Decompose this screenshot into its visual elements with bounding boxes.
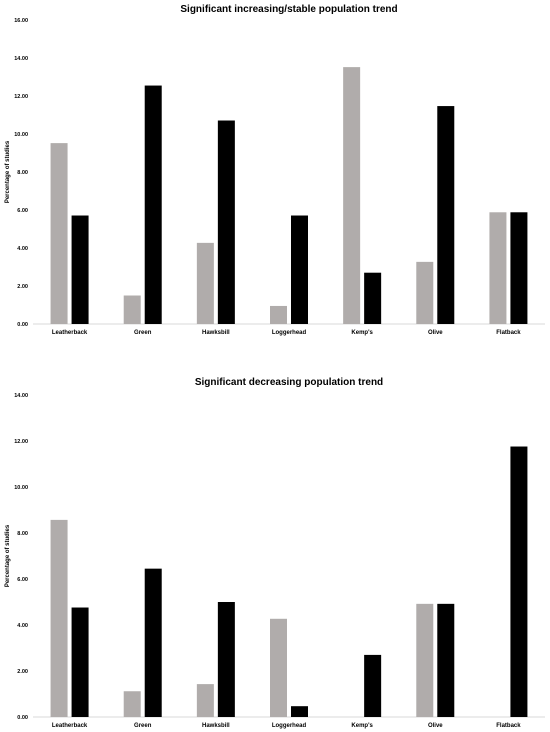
bar-series-1-leatherback [50,143,68,324]
bar-series-1-leatherback [50,519,68,717]
x-category-label: Loggerhead [272,723,307,729]
bar-series-1-loggerhead [270,618,287,717]
bar-series-1-loggerhead [270,305,287,324]
bar-series-2-flatback [510,446,528,717]
bar-series-2-olive [437,603,455,717]
chart-title: Significant increasing/stable population… [180,4,397,15]
y-tick-label: 0.00 [17,322,28,328]
y-tick-label: 2.00 [17,284,28,290]
bar-series-2-kemps [364,272,382,324]
y-tick-label: 14.00 [14,393,28,399]
x-category-label: Loggerhead [272,330,307,336]
y-tick-label: 2.00 [17,669,28,675]
bar-series-1-kemps [343,67,361,325]
x-category-label: Flatback [496,723,521,729]
y-tick-label: 8.00 [17,170,28,176]
bar-series-2-hawksbill [217,602,235,717]
y-tick-label: 14.00 [14,56,28,62]
x-category-label: Hawksbill [202,330,230,336]
x-category-label: Green [134,723,152,729]
bar-series-1-hawksbill [196,684,214,717]
y-tick-label: 6.00 [17,577,28,583]
y-axis-label: Percentage of studies [5,140,11,203]
x-category-label: Kemp's [351,723,373,729]
y-tick-label: 4.00 [17,623,28,629]
y-tick-label: 8.00 [17,531,28,537]
bar-series-1-flatback [489,212,507,324]
bar-series-1-green [123,691,141,717]
bar-series-1-olive [416,603,434,717]
bar-series-2-olive [437,106,455,324]
x-category-label: Olive [428,723,443,729]
y-tick-label: 12.00 [14,439,28,445]
bar-series-1-olive [416,261,434,324]
bar-series-2-loggerhead [291,215,308,324]
y-tick-label: 6.00 [17,208,28,214]
chart-title: Significant decreasing population trend [195,377,383,388]
bar-series-2-flatback [510,212,528,324]
bar-series-2-green [144,85,162,324]
x-category-label: Flatback [496,330,521,336]
y-tick-label: 12.00 [14,94,28,100]
bar-series-1-hawksbill [196,242,214,324]
y-tick-label: 16.00 [14,18,28,24]
y-tick-label: 10.00 [14,485,28,491]
x-category-label: Leatherback [52,330,88,336]
x-category-label: Kemp's [351,330,373,336]
bar-series-1-green [123,295,141,324]
bar-series-2-loggerhead [291,706,308,717]
bar-series-2-kemps [364,654,382,717]
y-axis-label: Percentage of studies [5,524,11,587]
y-tick-label: 0.00 [17,715,28,721]
x-category-label: Leatherback [52,723,88,729]
bar-series-2-leatherback [71,607,89,717]
chart-increasing-trend: Significant increasing/stable population… [5,4,545,336]
x-category-label: Hawksbill [202,723,230,729]
y-tick-label: 10.00 [14,132,28,138]
bar-series-2-leatherback [71,215,89,324]
y-tick-label: 4.00 [17,246,28,252]
x-category-label: Olive [428,330,443,336]
x-category-label: Green [134,330,152,336]
bar-series-2-green [144,568,162,717]
chart-decreasing-trend: Significant decreasing population trend P… [5,377,545,729]
bar-series-2-hawksbill [217,120,235,324]
